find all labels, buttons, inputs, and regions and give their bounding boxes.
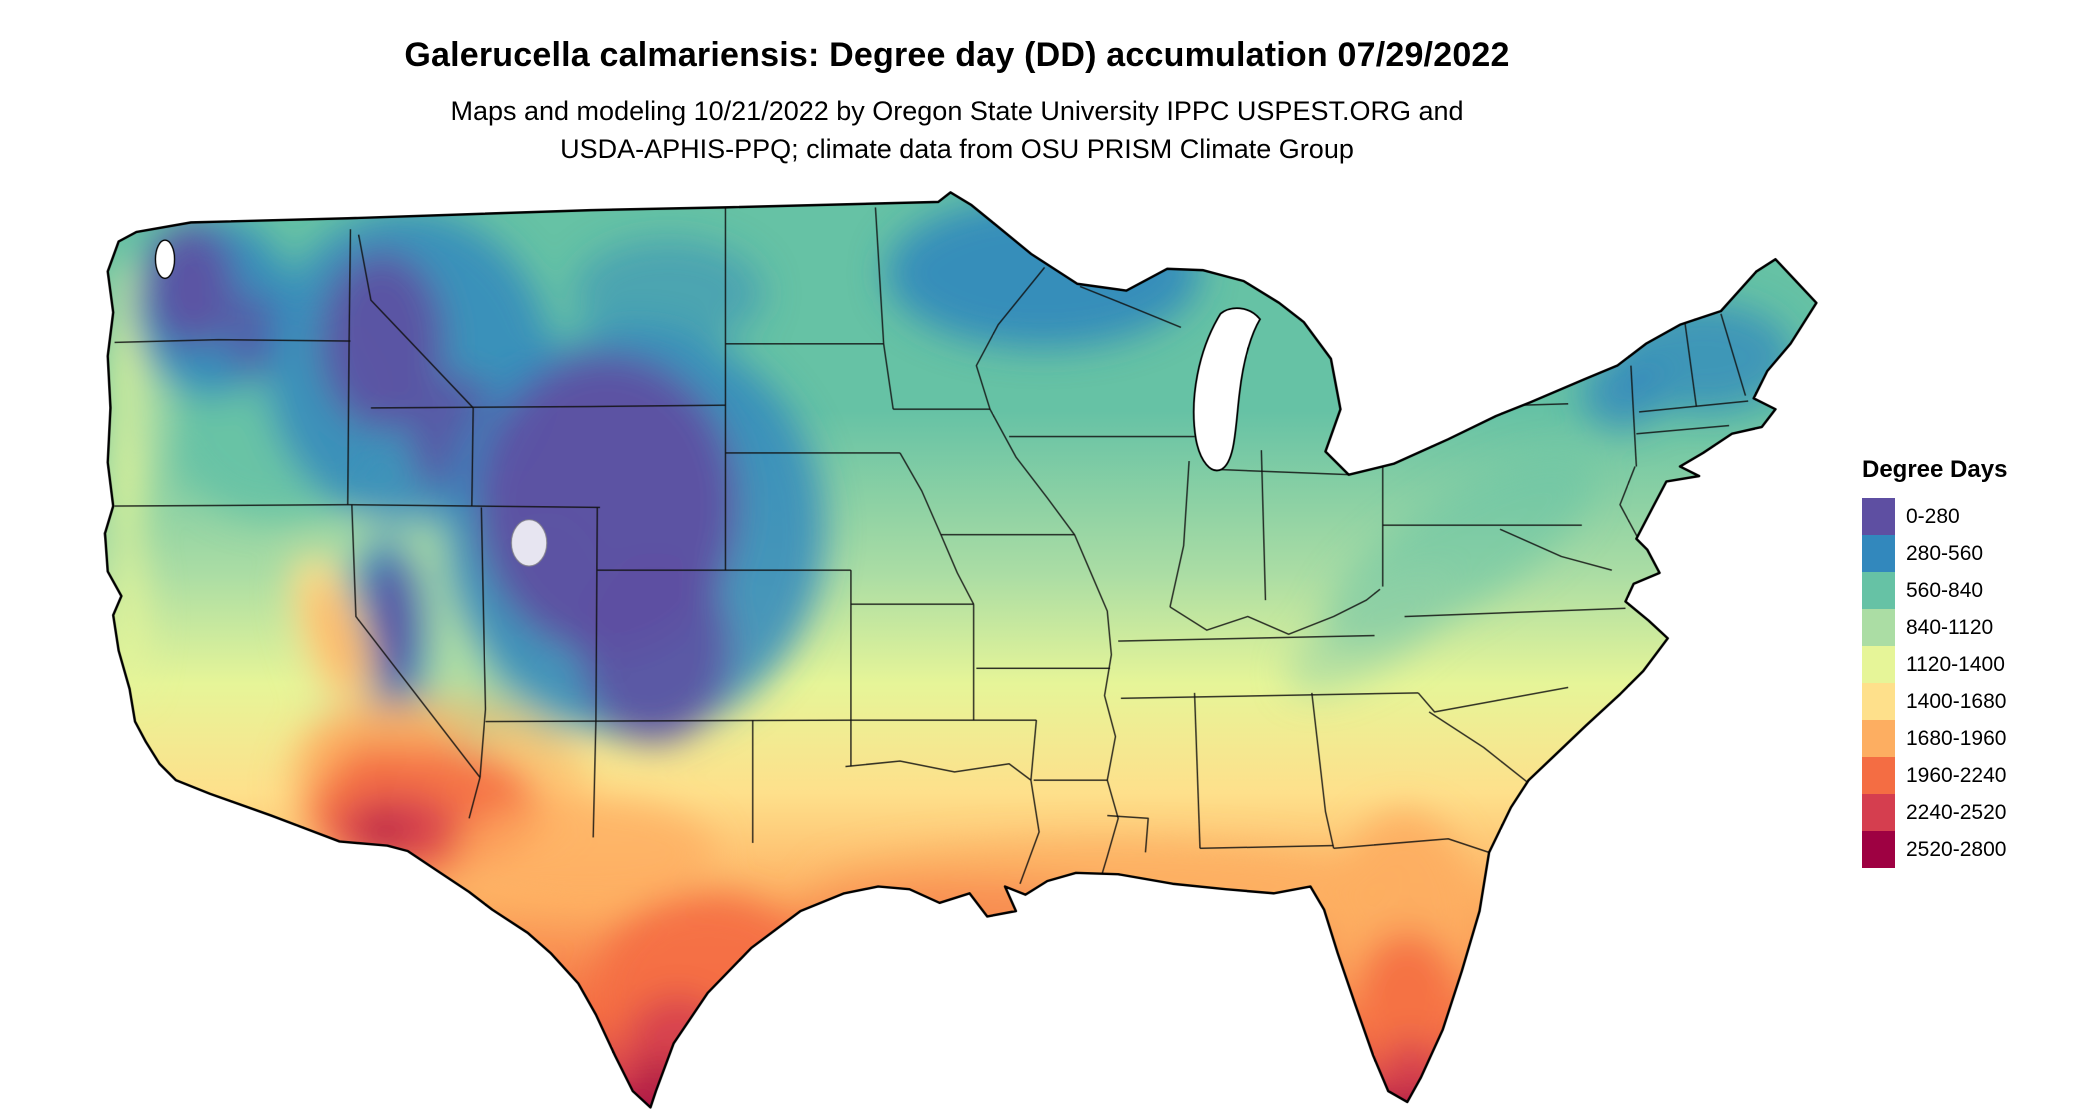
state-boundaries (114, 204, 1749, 885)
legend-label: 2240-2520 (1906, 801, 2007, 824)
legend-swatch (1862, 794, 1895, 831)
page-subtitle: Maps and modeling 10/21/2022 by Oregon S… (0, 92, 1914, 168)
legend-label: 1400-1680 (1906, 690, 2007, 713)
legend-label: 280-560 (1906, 542, 1984, 565)
legend-swatch (1862, 535, 1895, 572)
legend-swatch (1862, 572, 1895, 609)
legend-entry: 560-840 (1862, 572, 2007, 609)
legend-entry: 1400-1680 (1862, 683, 2007, 720)
legend-swatch (1862, 831, 1895, 868)
subtitle-line-1: Maps and modeling 10/21/2022 by Oregon S… (450, 96, 1464, 126)
legend-entry: 2520-2800 (1862, 831, 2007, 868)
legend-entry: 1960-2240 (1862, 757, 2007, 794)
puget-sound (154, 239, 176, 279)
great-salt-lake (510, 519, 548, 567)
legend-entries: 0-280 280-560 560-840 840-1120 1120-1400 1400… (1862, 498, 2007, 868)
legend-title: Degree Days (1862, 456, 2008, 483)
legend-label: 1680-1960 (1906, 727, 2007, 750)
legend-label: 560-840 (1906, 579, 1984, 602)
legend-entry: 1120-1400 (1862, 646, 2007, 683)
degree-day-raster (104, 192, 1817, 1108)
legend-entry: 1680-1960 (1862, 720, 2007, 757)
lakes (154, 239, 1262, 567)
lake-michigan (1192, 307, 1262, 472)
legend-entry: 840-1120 (1862, 609, 2007, 646)
legend-label: 0-280 (1906, 505, 1960, 528)
legend-label: 2520-2800 (1906, 838, 2007, 861)
legend-swatch (1862, 757, 1895, 794)
legend: Degree Days 0-280 280-560 560-840 840-1120 1… (1862, 456, 2007, 868)
legend-swatch (1862, 683, 1895, 720)
legend-entry: 280-560 (1862, 535, 2007, 572)
legend-label: 1960-2240 (1906, 764, 2007, 787)
subtitle-line-2: USDA-APHIS-PPQ; climate data from OSU PR… (560, 134, 1354, 164)
legend-swatch (1862, 646, 1895, 683)
legend-swatch (1862, 498, 1895, 535)
legend-label: 840-1120 (1906, 616, 1994, 639)
conus-outline (103, 191, 1818, 1109)
page-title: Galerucella calmariensis: Degree day (DD… (404, 36, 1510, 74)
legend-entry: 0-280 (1862, 498, 2007, 535)
legend-label: 1120-1400 (1906, 653, 2005, 676)
legend-entry: 2240-2520 (1862, 794, 2007, 831)
legend-swatch (1862, 720, 1895, 757)
legend-swatch (1862, 609, 1895, 646)
